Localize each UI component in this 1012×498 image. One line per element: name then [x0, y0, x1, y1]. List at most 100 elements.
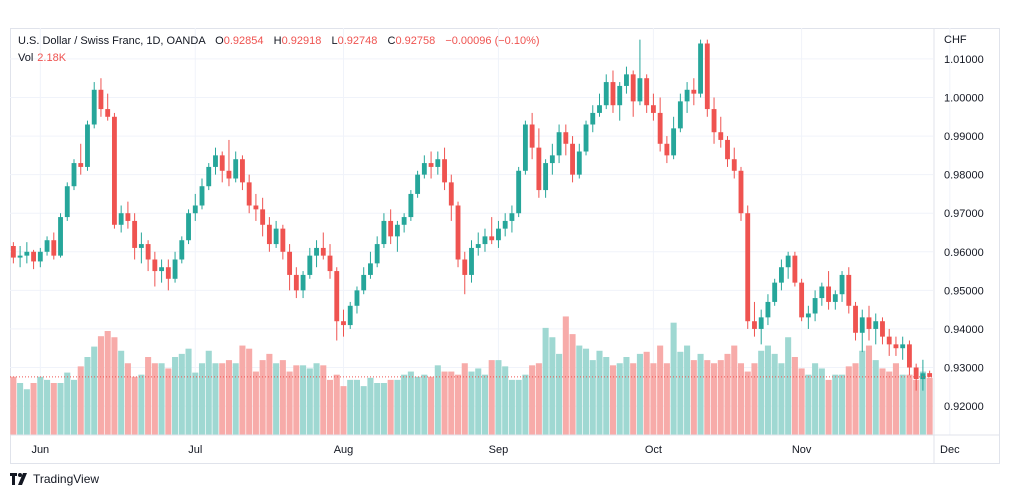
- volume-bar: [926, 377, 933, 435]
- candle-body: [98, 89, 104, 110]
- volume-bar: [172, 357, 179, 435]
- volume-bar: [609, 365, 617, 435]
- volume-bar: [711, 363, 718, 435]
- ohlc-legend: U.S. Dollar / Swiss Franc, 1D, OANDA O0.…: [18, 35, 540, 47]
- candle-body: [509, 213, 515, 221]
- volume-bar: [684, 345, 691, 435]
- candle-body: [664, 143, 670, 156]
- candle-body: [570, 143, 575, 175]
- candle-body: [213, 155, 218, 167]
- candle-body: [650, 105, 656, 113]
- volume-bar: [239, 345, 246, 435]
- volume-bar: [778, 363, 785, 435]
- candle-body: [597, 105, 602, 113]
- candle-body: [637, 78, 643, 102]
- candle-body: [246, 182, 252, 206]
- volume-bar: [812, 363, 819, 435]
- volume-bar: [495, 360, 502, 435]
- volume-bar: [892, 363, 899, 435]
- candle-body: [927, 373, 933, 377]
- candle-body: [603, 82, 609, 106]
- volume-bar: [320, 365, 327, 435]
- candle-body: [240, 159, 245, 183]
- high-label: H: [273, 35, 282, 47]
- volume-bar: [97, 336, 104, 435]
- time-tick-label: Nov: [792, 444, 812, 456]
- candle-body: [630, 74, 636, 102]
- high-value: 0.92918: [281, 35, 322, 47]
- volume-bar: [70, 379, 78, 435]
- currency-label[interactable]: CHF: [944, 34, 967, 46]
- candle-body: [287, 251, 293, 275]
- change-value: −0.00096 (−0.10%): [445, 35, 540, 47]
- tradingview-logo[interactable]: TradingView: [10, 472, 99, 486]
- close-value: 0.92758: [395, 35, 436, 47]
- time-tick-label: Jun: [31, 444, 49, 456]
- volume-bar: [731, 345, 738, 435]
- volume-bar: [165, 368, 172, 435]
- symbol-name[interactable]: U.S. Dollar / Swiss Franc, 1D, OANDA: [18, 35, 206, 47]
- volume-bar: [246, 348, 253, 435]
- volume-bar: [663, 363, 670, 435]
- candle-body: [886, 336, 892, 345]
- volume-bar: [353, 379, 360, 435]
- candle-body: [725, 139, 730, 160]
- candle-body: [347, 305, 353, 326]
- volume-bar: [259, 360, 266, 435]
- candle-body: [832, 294, 838, 302]
- candle-body: [502, 220, 508, 229]
- volume-bar: [185, 348, 192, 435]
- volume-bar: [111, 337, 118, 435]
- candle-body: [199, 186, 205, 206]
- candle-body: [772, 282, 778, 302]
- candle-body: [381, 220, 387, 245]
- candle-body: [442, 159, 447, 183]
- candle-body: [610, 82, 616, 106]
- volume-bar: [798, 368, 805, 435]
- candle-body: [698, 43, 703, 94]
- time-tick-label: Dec: [940, 444, 960, 456]
- volume-bar: [899, 374, 906, 435]
- volume-bar: [623, 357, 630, 435]
- volume-bar: [785, 337, 792, 435]
- candle-body: [704, 43, 710, 110]
- volume-bar: [616, 363, 623, 435]
- candle-body: [516, 170, 522, 214]
- volume-bar: [872, 360, 879, 435]
- time-axis[interactable]: Jun Jul Aug Sep Oct Nov Dec: [31, 444, 960, 456]
- volume-label[interactable]: Vol: [18, 52, 34, 64]
- volume-bar: [158, 363, 165, 435]
- volume-legend: Vol 2.18K: [18, 52, 66, 64]
- volume-bar: [84, 357, 91, 435]
- volume-bar: [360, 386, 367, 435]
- candle-body: [78, 163, 84, 167]
- candle-body: [327, 255, 333, 272]
- candle-body: [388, 220, 394, 237]
- volume-bar: [704, 360, 711, 435]
- volume-bar: [192, 372, 199, 435]
- price-axis[interactable]: 0.92000 0.93000 0.94000 0.95000 0.96000 0.970…: [944, 54, 984, 413]
- candle-body: [758, 317, 764, 329]
- candle-body: [522, 124, 528, 171]
- candle-body: [880, 321, 885, 337]
- candle-body: [179, 240, 185, 260]
- candle-body: [853, 305, 858, 333]
- candle-body: [58, 217, 63, 256]
- candle-body: [24, 251, 30, 256]
- volume-bar: [448, 371, 455, 435]
- candle-body: [186, 213, 191, 241]
- volume-bar: [569, 334, 576, 435]
- candle-body: [334, 271, 340, 322]
- candle-body: [617, 85, 623, 106]
- volume-bar: [10, 376, 17, 435]
- price-tick-label: 0.94000: [944, 324, 984, 336]
- volume-bar: [441, 371, 448, 435]
- volume-bar: [118, 350, 125, 435]
- candle-body: [91, 89, 97, 125]
- time-tick-label: Jul: [188, 444, 202, 456]
- candle-body: [873, 321, 879, 329]
- candle-body: [711, 109, 717, 133]
- volume-bar: [832, 374, 839, 435]
- volume-bar: [535, 363, 542, 435]
